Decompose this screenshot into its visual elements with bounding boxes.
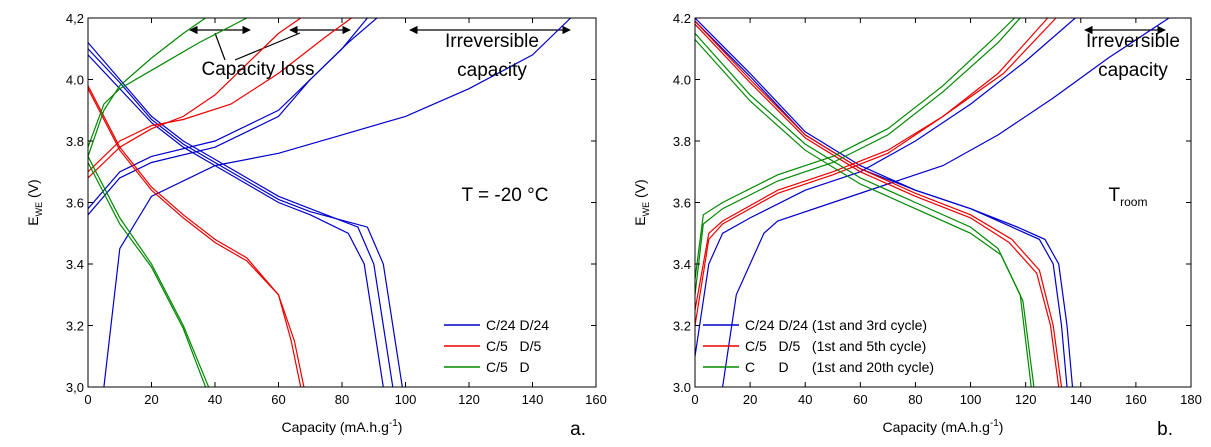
x-tick-label: 0	[84, 392, 91, 407]
arrows	[189, 25, 1166, 61]
curve	[695, 18, 1057, 311]
annotation: Irreversible	[445, 31, 539, 52]
x-tick-label: 20	[743, 392, 757, 407]
y-axis-label: EWE (V)	[632, 179, 651, 225]
annotation: Irreversible	[1086, 31, 1180, 52]
x-tick-label: 160	[1125, 392, 1147, 407]
x-tick-label: 80	[335, 392, 349, 407]
x-label-part: Capacity (mA.h.g	[883, 419, 990, 435]
annotation: T = -20 °C	[462, 185, 549, 206]
x-tick-label: 20	[144, 392, 158, 407]
y-tick-label: 3.2	[673, 319, 691, 334]
legend-label: C/5 D/5	[486, 338, 541, 354]
curve	[695, 20, 1063, 387]
x-tick-label: 180	[1180, 392, 1202, 407]
curve	[695, 23, 1060, 387]
y-tick-label: 4.0	[673, 73, 691, 88]
curve	[695, 18, 1049, 326]
x-tick-label: 120	[1015, 392, 1037, 407]
y-label-sub: WE	[641, 202, 651, 217]
annotation-sub: room	[1120, 195, 1147, 209]
y-tick-label: 3,0	[66, 380, 84, 395]
legend-label: C/5 D	[486, 359, 530, 375]
x-tick-label: 140	[522, 392, 544, 407]
curve	[695, 18, 1016, 280]
y-tick-label: 3.4	[66, 257, 84, 272]
y-tick-label: 4,2	[66, 11, 84, 26]
curve	[88, 88, 305, 387]
x-tick-label: 100	[960, 392, 982, 407]
curve	[695, 20, 1074, 387]
curve	[88, 18, 302, 179]
curve	[695, 18, 1021, 295]
x-tick-label: 80	[908, 392, 922, 407]
x-tick-label: 120	[458, 392, 480, 407]
curve	[695, 18, 1076, 357]
y-label-part: E	[632, 216, 648, 225]
curve	[88, 162, 207, 387]
curve	[88, 42, 394, 387]
y-tick-label: 3.6	[66, 196, 84, 211]
x-tick-label: 40	[208, 392, 222, 407]
y-label-part: E	[25, 216, 41, 225]
curve	[88, 54, 384, 387]
x-axis-label: Capacity (mA.h.g-1)	[883, 418, 1004, 435]
legend-label: C/24 D/24	[486, 317, 549, 333]
curve	[88, 85, 302, 387]
x-label-part: )	[398, 419, 403, 435]
curve	[88, 18, 206, 157]
y-tick-label: 4.0	[66, 73, 84, 88]
x-label-part: Capacity (mA.h.g	[282, 419, 389, 435]
curve	[88, 18, 378, 210]
plot-area	[695, 18, 1170, 387]
curve	[88, 18, 352, 173]
panel-label: a.	[570, 419, 586, 440]
curve	[695, 39, 1035, 387]
annotation-main: T	[1109, 185, 1121, 206]
y-label-sub: WE	[34, 202, 44, 217]
x-tick-label: 140	[1070, 392, 1092, 407]
y-tick-label: 3.2	[66, 319, 84, 334]
x-tick-label: 100	[395, 392, 417, 407]
annotation: capacity	[1098, 60, 1168, 81]
annotation: Capacity loss	[202, 59, 315, 80]
curve	[103, 18, 572, 387]
curve	[88, 156, 210, 387]
y-tick-label: 3.8	[66, 134, 84, 149]
legend-label: C/5 D/5 (1st and 5th cycle)	[745, 338, 926, 354]
y-tick-label: 3.6	[673, 196, 691, 211]
y-tick-label: 4.2	[673, 11, 691, 26]
y-tick-label: 3.8	[673, 134, 691, 149]
x-tick-label: 160	[585, 392, 607, 407]
y-label-part: (V)	[632, 179, 648, 202]
x-axis-label: Capacity (mA.h.g-1)	[282, 418, 403, 435]
x-label-part: )	[999, 419, 1004, 435]
y-axis-label: EWE (V)	[25, 179, 44, 225]
panel: 0 20 40 60 80 100 120 140 160 180 3.0 3.2 3.4 3.6 3.8 4…	[632, 11, 1202, 440]
x-tick-label: 60	[853, 392, 867, 407]
x-tick-label: 60	[271, 392, 285, 407]
legend-label: C D (1st and 20th cycle)	[745, 359, 934, 375]
x-tick-label: 40	[798, 392, 812, 407]
x-label-sup: -1	[389, 418, 398, 429]
curve	[88, 18, 248, 148]
panel-label: b.	[1157, 419, 1173, 440]
plot-area	[88, 18, 572, 387]
annotation: capacity	[457, 60, 527, 81]
x-label-sup: -1	[990, 418, 999, 429]
y-tick-label: 3.4	[673, 257, 691, 272]
curve	[88, 48, 403, 387]
y-tick-label: 3.0	[673, 380, 691, 395]
x-tick-label: 0	[691, 392, 698, 407]
legend-label: C/24 D/24 (1st and 3rd cycle)	[745, 317, 927, 333]
y-label-part: (V)	[25, 179, 41, 202]
annotation: Troom	[1109, 185, 1148, 209]
panel: 0 20 40 60 80 100 120 140 160 3,0 3.2 3.4 3.6 3.8 4.0 4…	[25, 11, 607, 440]
curve	[88, 18, 368, 216]
